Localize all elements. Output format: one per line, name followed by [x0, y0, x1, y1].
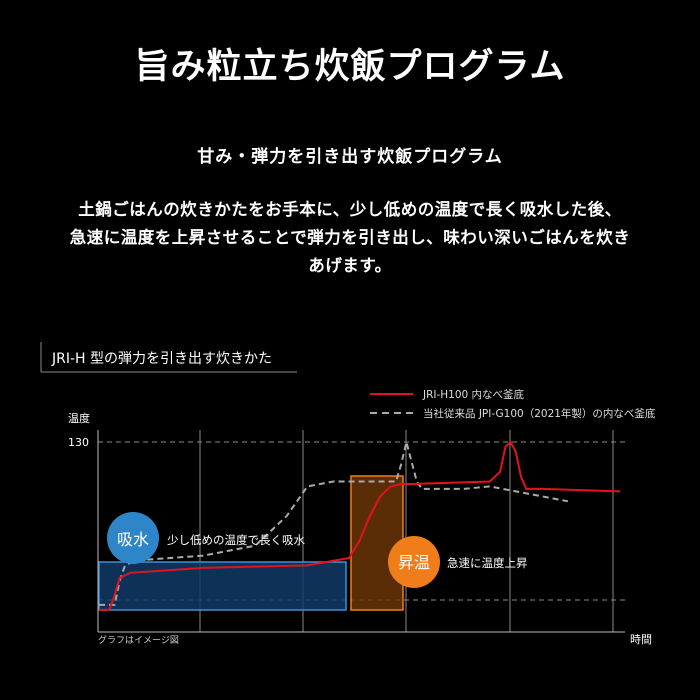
- y-tick-130: 130: [68, 436, 89, 449]
- series-line-jpi-g100: [99, 441, 569, 606]
- page-subtitle: 甘み・弾力を引き出す炊飯プログラム: [197, 147, 503, 167]
- series-line-jri-h100: [99, 440, 621, 611]
- description-line: あげます。: [308, 256, 392, 275]
- heating-annotation-text: 急速に温度上昇: [447, 556, 528, 570]
- chart-title: JRI-H 型の弾力を引き出す炊きかた: [51, 351, 272, 367]
- x-axis-label: 時間: [630, 633, 652, 646]
- description-line: 急速に温度を上昇させることで弾力を引き出し、味わい深いごはんを炊き: [69, 228, 631, 247]
- page-title: 旨み粒立ち炊飯プログラム: [134, 46, 566, 87]
- legend-label-series-1: JRI-H100 内なべ釜底: [422, 388, 525, 401]
- absorption-phase-box: [98, 561, 347, 611]
- heating-badge: [388, 536, 440, 588]
- absorption-badge-label: 吸水: [117, 530, 149, 549]
- heating-badge-label: 昇温: [398, 553, 430, 572]
- description-line: 土鍋ごはんの炊きかたをお手本に、少し低めの温度で長く吸水した後、: [78, 200, 622, 219]
- legend-label-series-2: 当社従来品 JPI-G100（2021年製）の内なべ釜底: [423, 407, 656, 420]
- absorption-annotation-text: 少し低めの温度で長く吸水: [167, 533, 305, 547]
- chart-note: グラフはイメージ図: [98, 634, 179, 646]
- description: 土鍋ごはんの炊きかたをお手本に、少し低めの温度で長く吸水した後、 急速に温度を上…: [22, 196, 678, 280]
- absorption-badge: [107, 512, 159, 564]
- y-axis-label: 温度: [68, 411, 90, 425]
